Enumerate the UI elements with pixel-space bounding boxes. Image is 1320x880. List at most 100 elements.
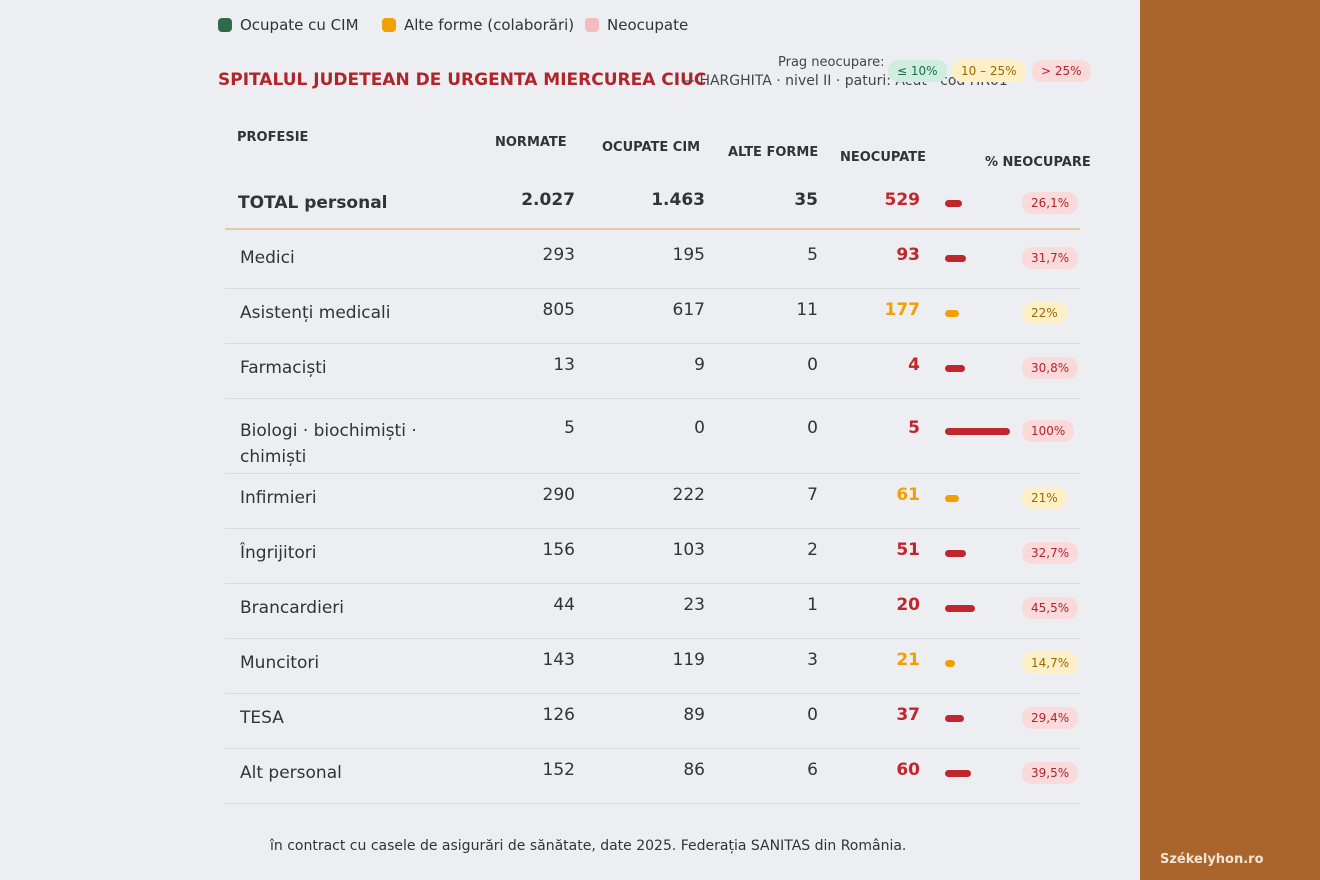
neocupare-bar xyxy=(945,495,959,502)
cell-number: 86 xyxy=(683,760,705,780)
cell-number: 21 xyxy=(896,650,920,670)
cell-number: 60 xyxy=(896,760,920,780)
cell-number: 0 xyxy=(807,418,818,438)
row-label: Muncitori xyxy=(240,653,320,673)
column-header: ALTE FORME xyxy=(728,145,819,160)
neocupare-bar xyxy=(945,428,1010,435)
column-header: % NEOCUPARE xyxy=(985,155,1091,170)
cell-number: 195 xyxy=(672,245,705,265)
legend-label: Alte forme (colaborări) xyxy=(404,16,575,34)
threshold-pill: 10 – 25% xyxy=(952,60,1026,82)
row-divider xyxy=(225,693,1080,694)
cell-number: 11 xyxy=(796,300,818,320)
cell-number: 1 xyxy=(807,595,818,615)
percent-badge: 26,1% xyxy=(1022,192,1079,214)
cell-number: 13 xyxy=(553,355,575,375)
neocupare-bar xyxy=(945,310,960,317)
column-header: NORMATE xyxy=(495,135,567,150)
row-label: Farmaciști xyxy=(240,358,327,378)
watermark: Székelyhon.ro xyxy=(1160,852,1264,867)
cell-number: 156 xyxy=(542,540,575,560)
row-label: Infirmieri xyxy=(240,488,317,508)
cell-number: 0 xyxy=(807,355,818,375)
cell-number: 293 xyxy=(542,245,575,265)
percent-badge: 21% xyxy=(1022,487,1067,509)
cell-number: 9 xyxy=(694,355,705,375)
percent-badge: 31,7% xyxy=(1022,247,1079,269)
legend-swatch xyxy=(382,18,396,32)
cell-number: 1.463 xyxy=(651,190,705,210)
row-divider xyxy=(225,583,1080,584)
percent-badge: 29,4% xyxy=(1022,707,1079,729)
cell-number: 4 xyxy=(908,355,920,375)
cell-number: 177 xyxy=(884,300,921,320)
legend-swatch xyxy=(585,18,599,32)
percent-badge: 100% xyxy=(1022,420,1075,442)
percent-badge: 45,5% xyxy=(1022,597,1079,619)
total-divider xyxy=(225,228,1080,230)
cell-number: 5 xyxy=(908,418,920,438)
cell-number: 222 xyxy=(672,485,705,505)
cell-number: 2.027 xyxy=(521,190,575,210)
cell-number: 617 xyxy=(672,300,705,320)
cell-number: 5 xyxy=(564,418,575,438)
title: SPITALUL JUDETEAN DE URGENTA MIERCUREA C… xyxy=(218,70,707,90)
percent-badge: 14,7% xyxy=(1022,652,1079,674)
cell-number: 6 xyxy=(807,760,818,780)
row-label: Medici xyxy=(240,248,295,268)
footnote: în contract cu casele de asigurări de să… xyxy=(270,838,907,854)
cell-number: 805 xyxy=(542,300,575,320)
cell-number: 93 xyxy=(896,245,920,265)
cell-number: 23 xyxy=(683,595,705,615)
cell-number: 5 xyxy=(807,245,818,265)
row-divider xyxy=(225,343,1080,344)
row-label: Îngrijitori xyxy=(240,543,317,563)
row-divider xyxy=(225,473,1080,474)
row-label: Asistenți medicali xyxy=(240,303,391,323)
percent-badge: 39,5% xyxy=(1022,762,1079,784)
neocupare-bar xyxy=(945,200,962,207)
percent-badge: 30,8% xyxy=(1022,357,1079,379)
percent-badge: 32,7% xyxy=(1022,542,1079,564)
neocupare-bar xyxy=(945,365,966,372)
row-label: Biologi · biochimiști · chimiști xyxy=(240,421,417,467)
row-label: Brancardieri xyxy=(240,598,344,618)
legend-label: Neocupate xyxy=(607,16,689,34)
cell-number: 529 xyxy=(884,190,921,210)
cell-number: 7 xyxy=(807,485,818,505)
legend-label: Ocupate cu CIM xyxy=(240,16,359,34)
row-label: TESA xyxy=(240,708,284,728)
cell-number: 152 xyxy=(542,760,575,780)
cell-number: 35 xyxy=(794,190,818,210)
cell-number: 2 xyxy=(807,540,818,560)
neocupare-bar xyxy=(945,255,966,262)
neocupare-bar xyxy=(945,550,967,557)
total-label: TOTAL personal xyxy=(238,193,388,213)
column-header: PROFESIE xyxy=(237,130,309,145)
threshold-label: Prag neocupare: xyxy=(778,55,885,70)
row-divider xyxy=(225,803,1080,804)
row-divider xyxy=(225,528,1080,529)
cell-number: 44 xyxy=(553,595,575,615)
cell-number: 143 xyxy=(542,650,575,670)
cell-number: 119 xyxy=(672,650,705,670)
cell-number: 89 xyxy=(683,705,705,725)
neocupare-bar xyxy=(945,660,955,667)
cork-board xyxy=(1140,0,1320,880)
percent-badge: 22% xyxy=(1022,302,1067,324)
neocupare-bar xyxy=(945,770,971,777)
cell-number: 290 xyxy=(542,485,575,505)
cell-number: 0 xyxy=(807,705,818,725)
row-divider xyxy=(225,398,1080,399)
legend-swatch xyxy=(218,18,232,32)
cell-number: 126 xyxy=(542,705,575,725)
cell-number: 20 xyxy=(896,595,920,615)
neocupare-bar xyxy=(945,605,975,612)
threshold-pill: > 25% xyxy=(1032,60,1091,82)
cell-number: 103 xyxy=(672,540,705,560)
cell-number: 0 xyxy=(694,418,705,438)
row-divider xyxy=(225,638,1080,639)
cell-number: 3 xyxy=(807,650,818,670)
